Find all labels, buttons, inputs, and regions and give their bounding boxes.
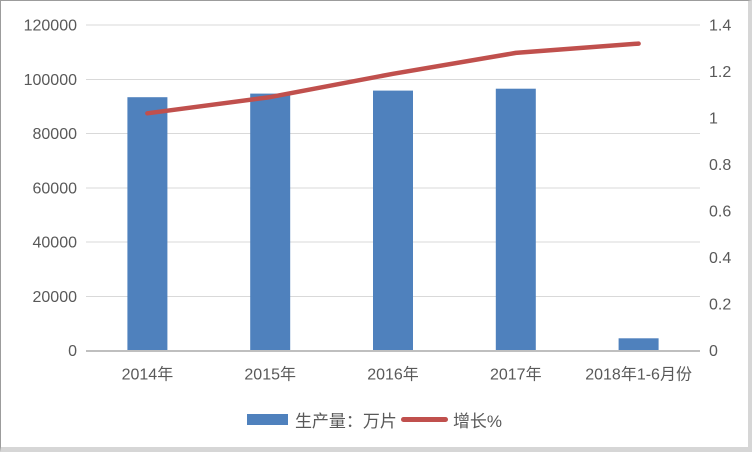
x-axis-category-label: 2018年1-6月份 bbox=[585, 366, 692, 384]
bar-2015年 bbox=[250, 93, 291, 351]
x-axis-category-label: 2016年 bbox=[367, 366, 419, 384]
right-axis-tick-label: 0.6 bbox=[709, 204, 731, 221]
bar-series-swatch-icon bbox=[246, 414, 288, 425]
x-axis-category-label: 2014年 bbox=[122, 366, 174, 384]
growth-line bbox=[145, 41, 641, 116]
legend-label-production: 生产量：万片 bbox=[294, 412, 397, 431]
right-axis-tick-label: 1.4 bbox=[709, 18, 731, 35]
right-axis-tick-label: 0.2 bbox=[709, 297, 731, 314]
line-series-swatch-icon bbox=[400, 417, 448, 422]
legend-label-growth: 增长% bbox=[452, 412, 503, 431]
left-axis-tick-label: 0 bbox=[68, 343, 77, 360]
right-axis-tick-label: 0.8 bbox=[709, 157, 731, 174]
left-axis-tick-label: 120000 bbox=[24, 18, 77, 35]
left-axis-tick-label: 60000 bbox=[33, 180, 78, 197]
legend-item-production: 生产量：万片 bbox=[246, 407, 397, 432]
chart-legend: 生产量：万片 增长% bbox=[1, 407, 748, 432]
bar-2017年 bbox=[495, 88, 536, 351]
left-axis-tick-label: 20000 bbox=[33, 289, 78, 306]
left-axis-tick-label: 40000 bbox=[33, 235, 78, 252]
x-axis-category-label: 2015年 bbox=[244, 366, 296, 384]
right-axis-tick-label: 0.4 bbox=[709, 250, 731, 267]
right-axis-tick-label: 0 bbox=[709, 343, 718, 360]
right-axis-tick-label: 1 bbox=[709, 111, 718, 128]
left-axis-tick-label: 80000 bbox=[33, 126, 78, 143]
legend-item-growth: 增长% bbox=[400, 407, 503, 432]
bar-2016年 bbox=[373, 90, 413, 351]
right-axis-tick-label: 1.2 bbox=[709, 64, 731, 81]
bar-2018年1-6月份 bbox=[618, 338, 659, 351]
x-axis-category-label: 2017年 bbox=[490, 366, 542, 384]
bar-2014年 bbox=[127, 97, 168, 351]
left-axis-tick-label: 100000 bbox=[24, 72, 77, 89]
